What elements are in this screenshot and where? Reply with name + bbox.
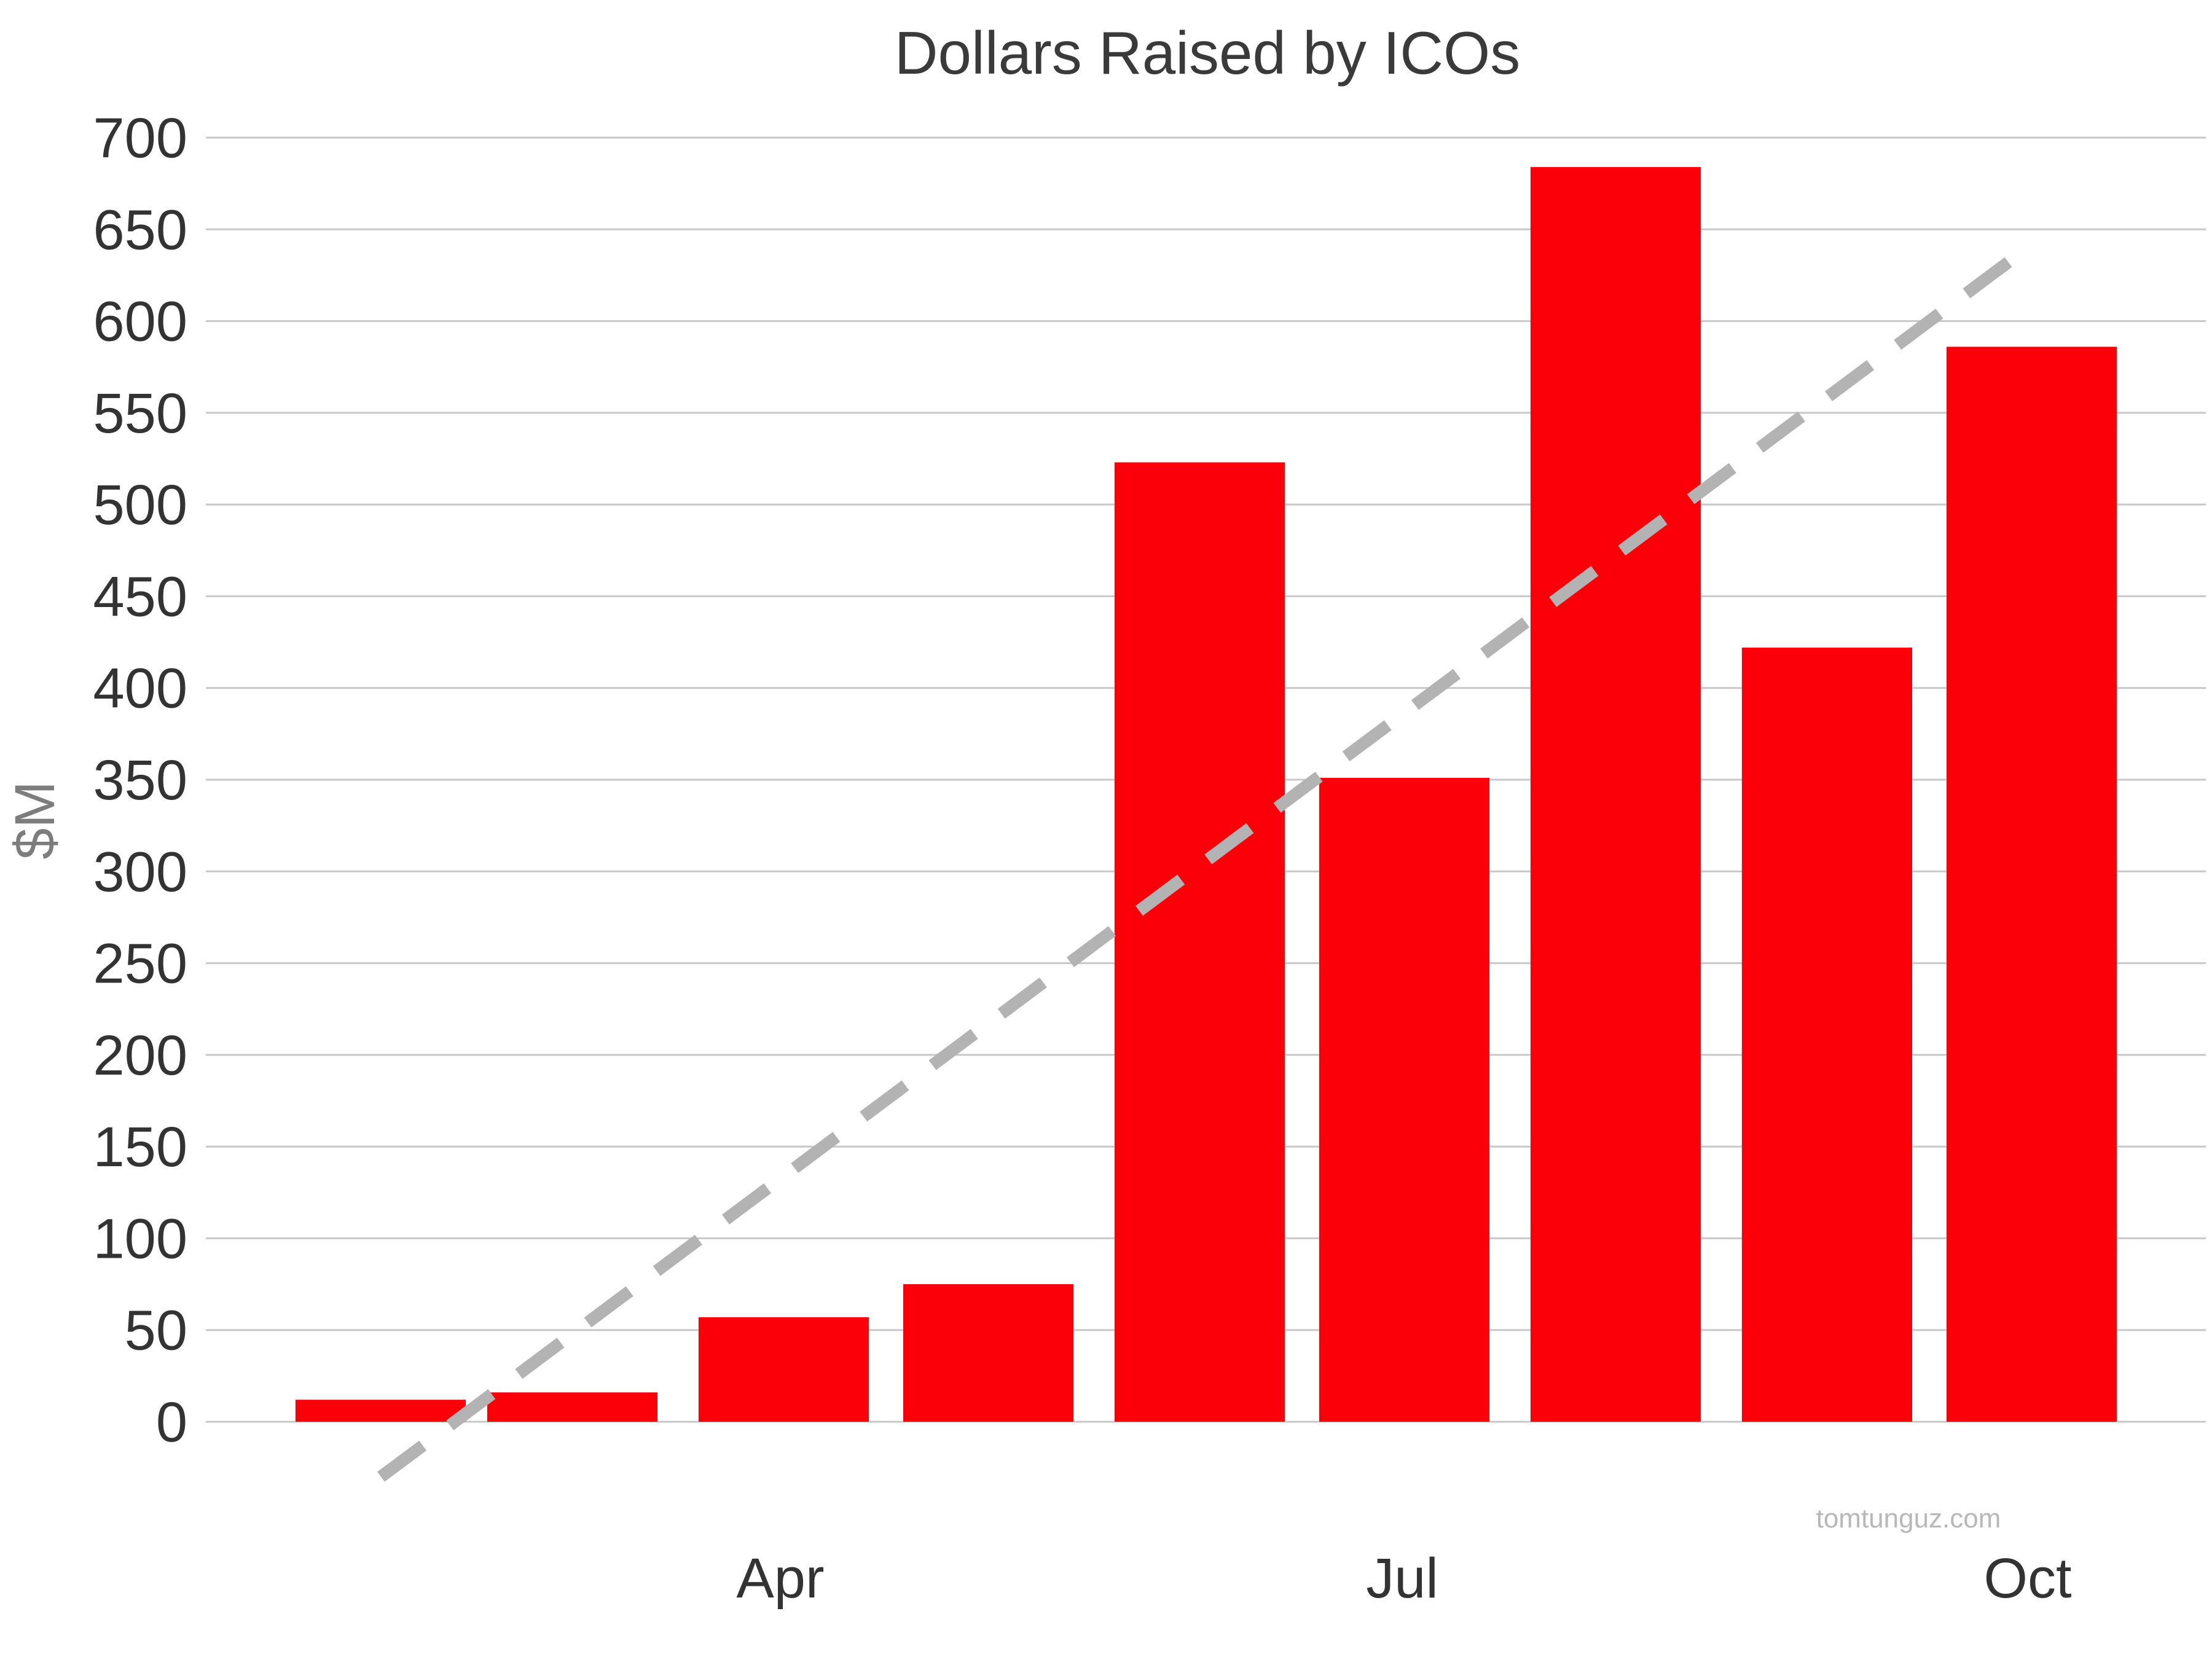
x-tick-label: Oct: [1983, 1547, 2071, 1610]
x-axis-ticks: Apr Jul Oct: [736, 1547, 2071, 1610]
y-tick-label: 150: [93, 1116, 188, 1178]
y-tick-label: 300: [93, 841, 188, 903]
y-axis-label: $M: [4, 781, 66, 860]
y-tick-label: 500: [93, 474, 188, 536]
y-tick-label: 0: [156, 1391, 187, 1454]
bar: [1742, 648, 1912, 1422]
y-tick-label: 350: [93, 749, 188, 812]
y-tick-label: 50: [125, 1299, 187, 1362]
y-tick-label: 550: [93, 382, 188, 445]
bar: [296, 1400, 466, 1422]
bar: [1115, 462, 1285, 1422]
y-tick-label: 100: [93, 1207, 188, 1270]
y-axis-ticks: 0 50 100 150 200 250 300 350 400 450 500 550 600 650 7…: [93, 107, 188, 1454]
bar: [1319, 778, 1489, 1422]
y-tick-label: 450: [93, 565, 188, 628]
x-tick-label: Apr: [736, 1547, 824, 1610]
bar: [1947, 347, 2117, 1422]
bar: [487, 1392, 657, 1422]
chart-title: Dollars Raised by ICOs: [895, 19, 1520, 87]
bar: [699, 1317, 869, 1422]
credit-text: tomtunguz.com: [1816, 1503, 2001, 1534]
y-tick-label: 700: [93, 107, 188, 170]
x-tick-label: Jul: [1366, 1547, 1438, 1610]
y-tick-label: 600: [93, 291, 188, 353]
y-tick-label: 200: [93, 1024, 188, 1087]
bar: [903, 1284, 1073, 1422]
bar: [1531, 167, 1701, 1422]
bars: [296, 167, 2117, 1422]
y-tick-label: 650: [93, 198, 188, 261]
y-tick-label: 250: [93, 933, 188, 995]
y-tick-label: 400: [93, 657, 188, 720]
